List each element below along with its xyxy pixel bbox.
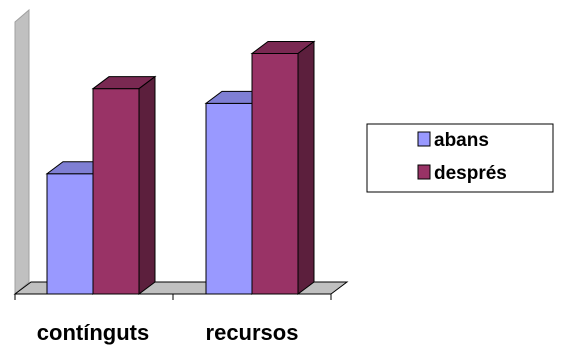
legend-swatch xyxy=(417,131,431,147)
chart-back-wall xyxy=(14,8,30,296)
legend: abans després xyxy=(366,123,554,193)
bar-després-recursos-side xyxy=(297,40,315,295)
legend-swatch xyxy=(417,164,431,180)
legend-box xyxy=(366,123,554,193)
legend-label: abans xyxy=(434,130,489,151)
bar-abans-recursos-front xyxy=(205,102,253,295)
category-labels: contínguts recursos xyxy=(37,320,299,345)
bar-després-contínguts-side xyxy=(138,75,156,295)
bar-després-contínguts-front xyxy=(92,88,140,295)
legend-label: després xyxy=(434,163,507,184)
bar-group xyxy=(45,40,316,295)
category-label: recursos xyxy=(206,320,299,345)
bar-abans-contínguts-front xyxy=(46,173,94,295)
x-axis xyxy=(14,293,332,300)
category-label: contínguts xyxy=(37,320,149,345)
bar-després-recursos-front xyxy=(251,52,299,295)
back-wall-panel xyxy=(14,8,30,296)
